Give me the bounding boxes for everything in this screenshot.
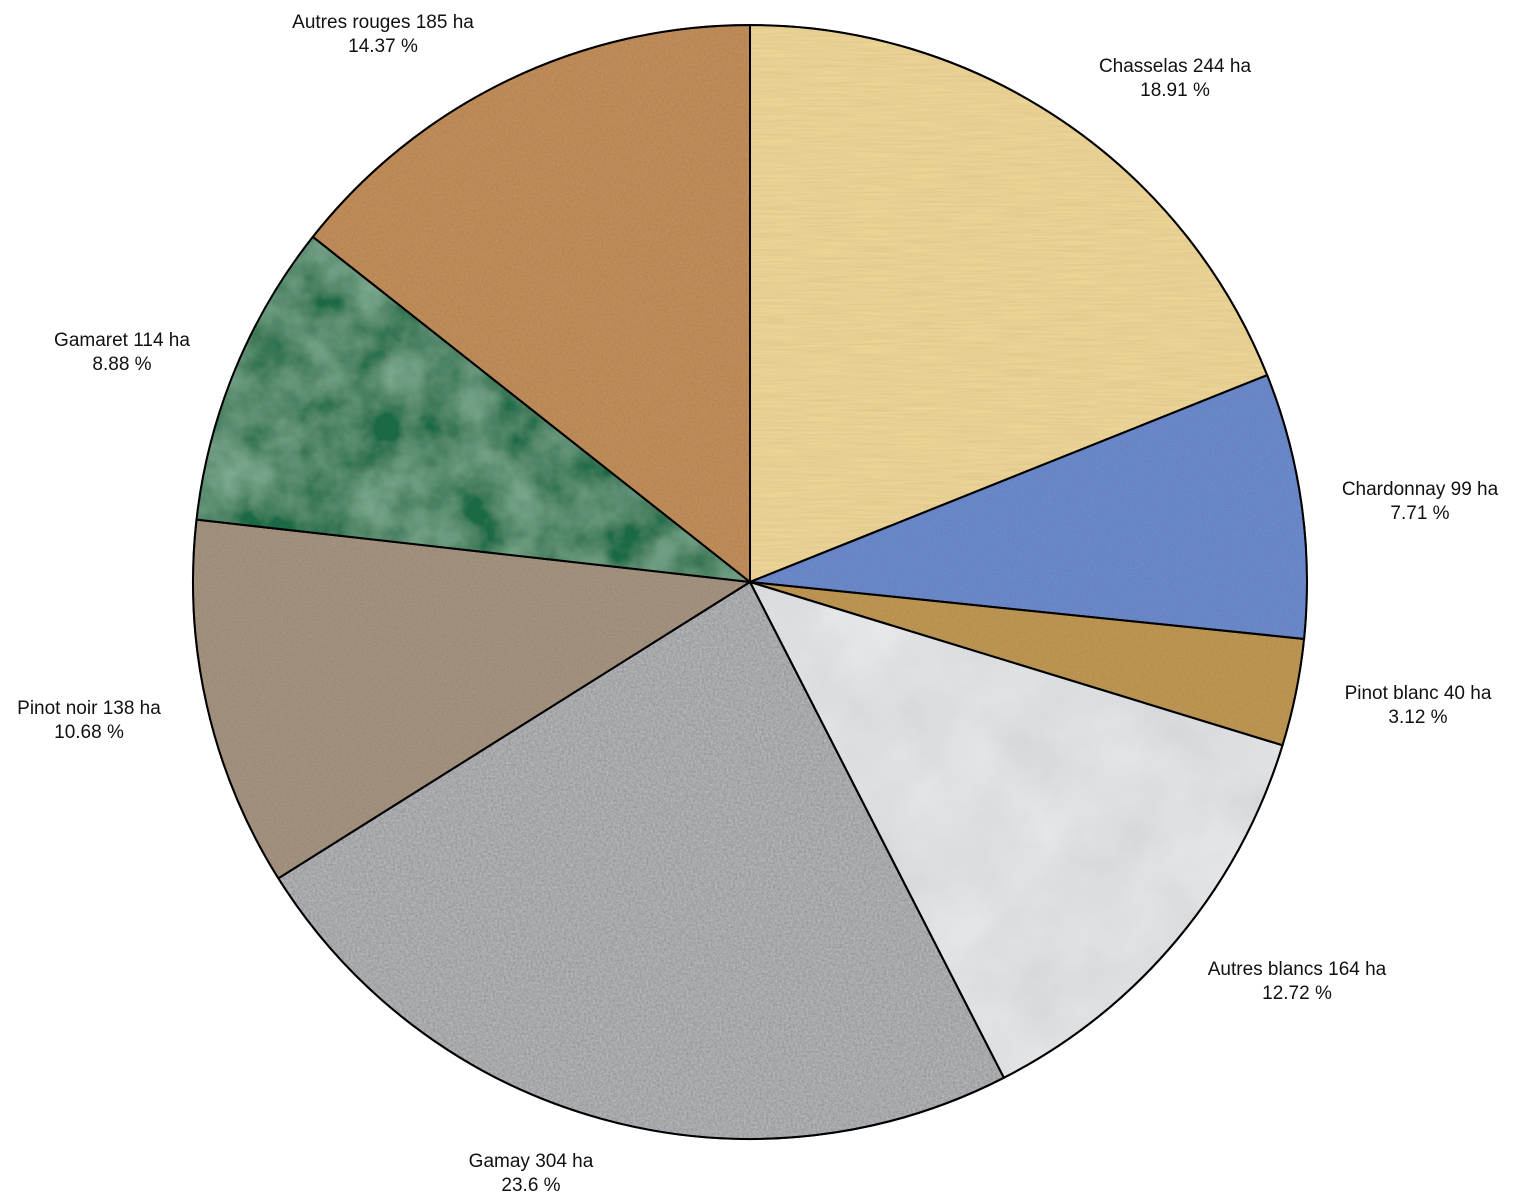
- slice-label-percent: 7.71 %: [1390, 503, 1449, 524]
- pie-slice-outline: [749, 373, 1308, 641]
- slice-label-name: Gamaret 114 ha: [54, 330, 190, 351]
- slice-label-percent: 18.91 %: [1140, 80, 1210, 101]
- pie-slice-outline: [311, 23, 751, 585]
- slice-label-name: Pinot noir 138 ha: [17, 698, 161, 719]
- slice-label-name: Chasselas 244 ha: [1099, 56, 1252, 77]
- slice-label: Pinot noir 138 ha 10.68 %: [17, 698, 161, 743]
- slice-label-percent: 10.68 %: [54, 722, 124, 743]
- slice-label: Chardonnay 99 ha 7.71 %: [1342, 479, 1499, 524]
- slice-label: Chasselas 244 ha 18.91 %: [1099, 56, 1252, 101]
- slice-label: Autres blancs 164 ha 12.72 %: [1208, 959, 1387, 1004]
- pie-slice-outline: [195, 235, 754, 584]
- slice-label-name: Gamay 304 ha: [469, 1151, 594, 1172]
- pie-slice-outline: [192, 518, 753, 880]
- pie-slice-outline: [276, 580, 1006, 1140]
- slice-label-name: Autres rouges 185 ha: [292, 12, 474, 33]
- slice-label: Gamay 304 ha 23.6 %: [469, 1151, 594, 1194]
- slice-label: Gamaret 114 ha 8.88 %: [54, 330, 190, 375]
- slice-label-percent: 12.72 %: [1262, 983, 1332, 1004]
- slice-label-name: Pinot blanc 40 ha: [1345, 683, 1492, 704]
- slice-label: Pinot blanc 40 ha 3.12 %: [1345, 683, 1492, 728]
- slice-label: Autres rouges 185 ha 14.37 %: [292, 12, 474, 57]
- slice-label-name: Autres blancs 164 ha: [1208, 959, 1387, 980]
- slice-label-percent: 23.6 %: [501, 1175, 560, 1194]
- pie-slice-outline: [749, 23, 1269, 584]
- slice-label-percent: 3.12 %: [1388, 707, 1447, 728]
- pie-labels: Chasselas 244 ha 18.91 % Chardonnay 99 ha 7…: [17, 12, 1498, 1194]
- slice-label-percent: 8.88 %: [92, 354, 151, 375]
- slice-label-percent: 14.37 %: [348, 36, 418, 57]
- slice-label-name: Chardonnay 99 ha: [1342, 479, 1499, 500]
- pie-slices: [192, 23, 1308, 1140]
- pie-slice-outline: [748, 580, 1284, 1080]
